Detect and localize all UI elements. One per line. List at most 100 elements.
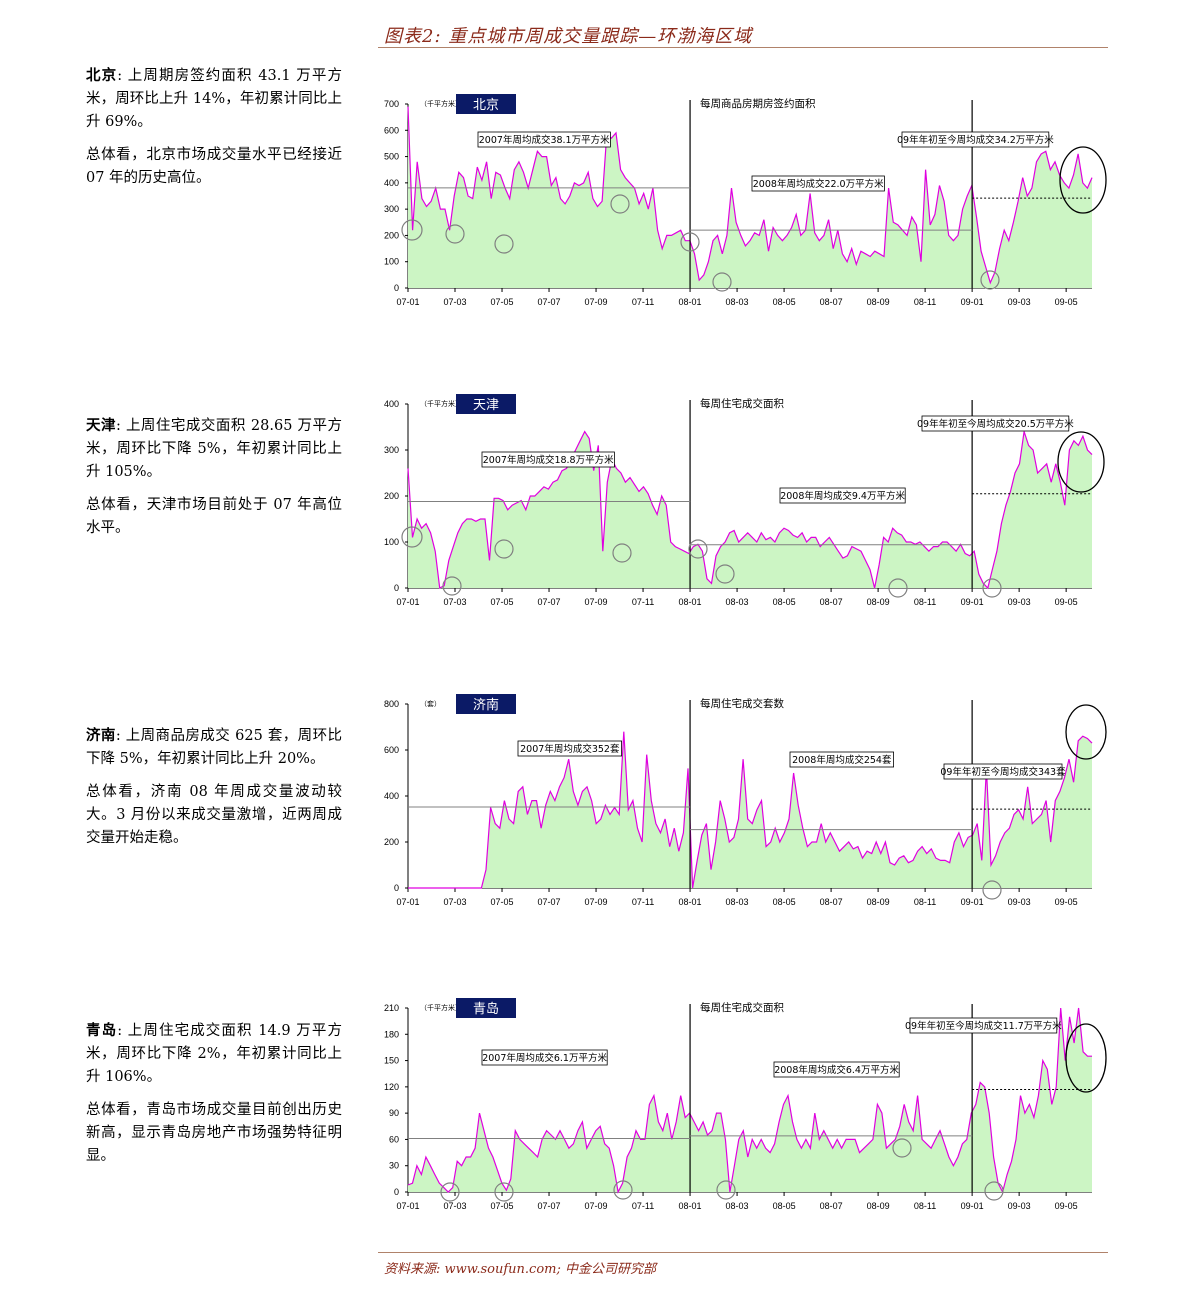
annotation-box xyxy=(477,131,611,148)
city-badge-label: 北京 xyxy=(473,98,499,113)
highlight-circle xyxy=(440,1182,460,1202)
x-tick-label: 08-09 xyxy=(867,597,890,607)
x-tick-label: 07-03 xyxy=(443,1201,466,1211)
y-tick-label: 0 xyxy=(394,883,399,893)
unit-label: （千平方米） xyxy=(420,99,462,108)
series-line xyxy=(407,430,1093,590)
highlight-circle xyxy=(494,1182,514,1202)
chart-title: 每周住宅成交套数 xyxy=(700,697,784,710)
x-tick-label: 07-05 xyxy=(491,297,514,307)
highlight-circle xyxy=(716,1180,736,1200)
x-tick-label: 07-01 xyxy=(396,1201,419,1211)
x-tick-label: 07-05 xyxy=(491,897,514,907)
annotation-label: 2007年周均成交352套 xyxy=(520,743,620,755)
jinan-conclusion: 总体看，济南 08 年周成交量波动较大。3 月份以来成交量激增，近两周成交量开始… xyxy=(86,784,342,846)
source-note: 资料来源: www.soufun.com; 中金公司研究部 xyxy=(384,1262,656,1277)
series-line xyxy=(407,1007,1092,1194)
x-tick-label: 08-05 xyxy=(773,1201,796,1211)
x-tick-label: 09-01 xyxy=(961,597,984,607)
annotation-label: 2008年周均成交6.4万平方米 xyxy=(774,1064,899,1076)
x-tick-label: 08-09 xyxy=(867,297,890,307)
highlight-circle xyxy=(610,194,630,214)
x-tick-label: 08-05 xyxy=(773,897,796,907)
x-tick-label: 08-03 xyxy=(726,597,749,607)
annotation-box xyxy=(909,1017,1058,1034)
annotation-label: 09年年初至今周均成交343套 xyxy=(940,766,1066,778)
recent-highlight xyxy=(1059,146,1107,214)
x-tick-label: 09-01 xyxy=(961,1201,984,1211)
x-tick-label: 07-07 xyxy=(538,1201,561,1211)
qingdao-chart-svg: 0 30 60 90 120 150 180 210 07-01 07-03 07-05 07-07 0… xyxy=(384,998,1107,1211)
city-badge-label: 济南 xyxy=(473,697,499,713)
series-line xyxy=(407,106,1093,285)
highlight-circle xyxy=(612,543,632,563)
jinan-summary: 济南: 上周商品房成交 625 套，周环比下降 5%，年初累计同比上升 20%。 xyxy=(86,724,342,771)
x-tick-label: 09-05 xyxy=(1055,1201,1078,1211)
x-tick-label: 07-01 xyxy=(396,597,419,607)
annotation-label: 09年年初至今周均成交34.2万平方米 xyxy=(897,134,1054,146)
y-tick-label: 180 xyxy=(384,1029,399,1039)
x-tick-label: 07-03 xyxy=(443,897,466,907)
recent-highlight xyxy=(1057,431,1105,493)
x-tick-label: 07-03 xyxy=(443,297,466,307)
y-tick-label: 0 xyxy=(394,1187,399,1197)
beijing-conclusion: 总体看，北京市场成交量水平已经接近 07 年的历史高位。 xyxy=(86,147,342,186)
y-tick-label: 800 xyxy=(384,699,399,709)
highlight-circle xyxy=(980,270,1000,290)
x-tick-label: 08-01 xyxy=(679,897,702,907)
annotation-label: 09年年初至今周均成交20.5万平方米 xyxy=(917,418,1074,430)
x-tick-label: 07-05 xyxy=(491,597,514,607)
series-area xyxy=(408,106,1092,288)
beijing-text: 北京: 上周期房签约面积 43.1 万平方米，周环比上升 14%，年初累计同比上… xyxy=(86,64,342,200)
header-rule xyxy=(378,47,1108,48)
beijing-summary: 北京: 上周期房签约面积 43.1 万平方米，周环比上升 14%，年初累计同比上… xyxy=(86,64,342,134)
x-tick-label: 07-11 xyxy=(632,597,654,607)
y-tick-label: 600 xyxy=(384,745,399,755)
annotation-label: 2007年周均成交18.8万平方米 xyxy=(483,454,614,466)
x-tick-label: 07-09 xyxy=(585,1201,608,1211)
y-tick-label: 400 xyxy=(384,399,399,409)
x-tick-label: 08-11 xyxy=(914,897,936,907)
city-badge xyxy=(456,394,516,414)
x-tick-label: 07-11 xyxy=(632,297,654,307)
x-tick-label: 08-03 xyxy=(726,1201,749,1211)
qingdao-chart: 0 30 60 90 120 150 180 210 07-01 07-03 07-05 07-07 0… xyxy=(370,992,1115,1222)
x-tick-label: 09-05 xyxy=(1055,597,1078,607)
x-tick-label: 08-11 xyxy=(914,1201,936,1211)
annotation-label: 2007年周均成交38.1万平方米 xyxy=(479,134,610,146)
x-tick-label: 08-09 xyxy=(867,1201,890,1211)
x-tick-label: 07-01 xyxy=(396,897,419,907)
highlight-circle xyxy=(613,1180,633,1200)
series-area xyxy=(408,731,1092,888)
x-tick-label: 08-03 xyxy=(726,897,749,907)
x-tick-label: 09-03 xyxy=(1008,1201,1031,1211)
highlight-circle xyxy=(712,272,732,292)
y-tick-label: 700 xyxy=(384,99,399,109)
annotation-box xyxy=(773,1061,900,1078)
annotation-box xyxy=(779,487,906,504)
x-tick-label: 07-01 xyxy=(396,297,419,307)
annotation-box xyxy=(481,451,615,468)
highlight-circle xyxy=(494,234,514,254)
footer-rule xyxy=(378,1252,1108,1253)
x-tick-label: 09-03 xyxy=(1008,897,1031,907)
y-tick-label: 60 xyxy=(389,1134,399,1144)
y-tick-label: 100 xyxy=(384,537,399,547)
tianjin-text: 天津: 上周住宅成交面积 28.65 万平方米，周环比下降 5%，年初累计同比上… xyxy=(86,414,342,550)
page-title: 图表2: 重点城市周成交量跟踪—环渤海区域 xyxy=(384,26,753,47)
highlight-circle xyxy=(984,1181,1004,1201)
highlight-circle xyxy=(982,578,1002,598)
x-tick-label: 09-05 xyxy=(1055,897,1078,907)
highlight-circle xyxy=(680,232,700,252)
jinan-chart-svg: 0 200 400 600 800 07-01 07-03 07-05 07-07 07-09 07… xyxy=(384,694,1107,907)
annotation-label: 09年年初至今周均成交11.7万平方米 xyxy=(905,1020,1062,1032)
y-tick-label: 500 xyxy=(384,152,399,162)
annotation-label: 2008年周均成交9.4万平方米 xyxy=(780,490,905,502)
x-tick-label: 09-03 xyxy=(1008,297,1031,307)
x-tick-label: 08-07 xyxy=(820,1201,843,1211)
x-tick-label: 09-05 xyxy=(1055,297,1078,307)
recent-highlight xyxy=(1065,1023,1107,1093)
x-tick-label: 09-01 xyxy=(961,297,984,307)
highlight-circle xyxy=(445,224,465,244)
highlight-circle xyxy=(982,880,1002,900)
